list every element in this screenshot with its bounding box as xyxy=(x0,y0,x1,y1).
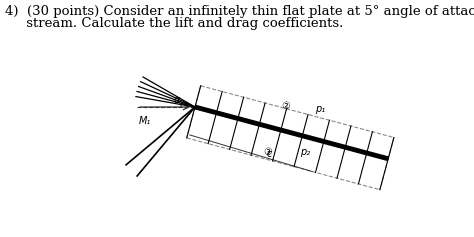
Text: p₂: p₂ xyxy=(301,147,310,157)
Text: M₁: M₁ xyxy=(139,116,151,126)
Text: p₁: p₁ xyxy=(315,105,326,114)
Text: 4)  (30 points) Consider an infinitely thin flat plate at 5° angle of attack in : 4) (30 points) Consider an infinitely th… xyxy=(5,5,474,18)
Text: α: α xyxy=(174,95,180,105)
Text: stream. Calculate the lift and drag coefficients.: stream. Calculate the lift and drag coef… xyxy=(5,17,343,30)
Text: ③: ③ xyxy=(263,147,272,157)
Text: ②: ② xyxy=(281,101,290,111)
Text: c: c xyxy=(266,149,272,159)
